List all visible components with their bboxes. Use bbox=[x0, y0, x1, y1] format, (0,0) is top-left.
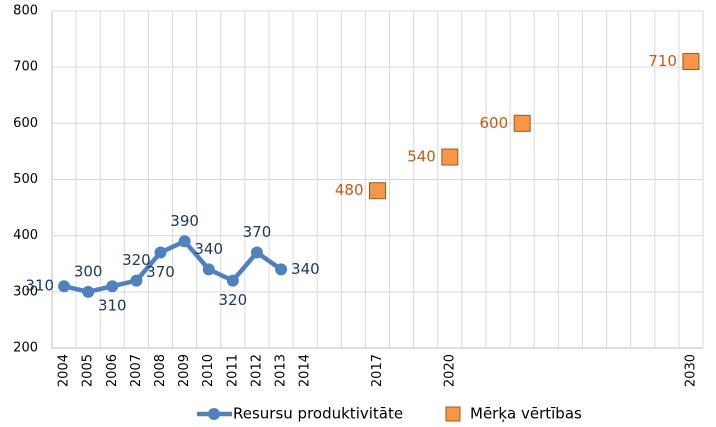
data-label: 390 bbox=[170, 212, 199, 230]
y-tick-label: 300 bbox=[13, 284, 38, 299]
data-label: 710 bbox=[648, 52, 677, 70]
y-tick-label: 200 bbox=[13, 341, 38, 356]
data-label: 340 bbox=[291, 260, 320, 278]
x-tick-label: 2014 bbox=[298, 354, 313, 387]
x-tick-label: 2009 bbox=[177, 354, 192, 387]
x-tick-label: 2017 bbox=[370, 354, 385, 387]
data-label: 540 bbox=[407, 148, 436, 166]
point bbox=[178, 235, 191, 248]
data-label: 310 bbox=[98, 297, 127, 315]
legend-label: Mērķa vērtības bbox=[470, 405, 582, 423]
point bbox=[250, 246, 263, 259]
x-tick-label: 2020 bbox=[442, 354, 457, 387]
x-tick-label: 2013 bbox=[274, 354, 289, 387]
point bbox=[682, 53, 700, 71]
x-tick-label: 2030 bbox=[683, 354, 698, 387]
point bbox=[82, 285, 95, 298]
y-tick-label: 600 bbox=[13, 116, 38, 131]
point bbox=[226, 274, 239, 287]
x-tick-label: 2005 bbox=[81, 354, 96, 387]
data-label: 310 bbox=[25, 277, 54, 295]
x-tick-label: 2012 bbox=[249, 354, 264, 387]
data-label: 600 bbox=[480, 114, 509, 132]
legend-label: Resursu produktivitāte bbox=[233, 405, 403, 423]
data-label: 320 bbox=[219, 291, 248, 309]
data-label: 300 bbox=[74, 262, 103, 280]
point bbox=[106, 280, 119, 293]
x-tick-label: 2008 bbox=[153, 354, 168, 387]
legend-marker bbox=[445, 406, 461, 422]
y-tick-label: 800 bbox=[13, 4, 38, 19]
point bbox=[130, 274, 143, 287]
y-tick-label: 700 bbox=[13, 60, 38, 75]
x-tick-label: 2011 bbox=[225, 354, 240, 387]
y-tick-label: 400 bbox=[13, 228, 38, 243]
point bbox=[441, 148, 459, 166]
x-tick-label: 2010 bbox=[201, 354, 216, 387]
point bbox=[369, 182, 386, 200]
data-label: 340 bbox=[194, 240, 223, 258]
x-tick-label: 2004 bbox=[57, 354, 72, 387]
data-label: 370 bbox=[243, 223, 272, 241]
y-tick-label: 500 bbox=[13, 172, 38, 187]
legend-marker bbox=[208, 408, 220, 420]
point bbox=[513, 114, 531, 132]
point bbox=[202, 263, 215, 276]
data-label: 320 bbox=[122, 251, 151, 269]
x-tick-label: 2007 bbox=[129, 354, 144, 387]
series-line bbox=[63, 239, 283, 295]
point bbox=[275, 263, 288, 276]
point bbox=[58, 280, 71, 293]
x-tick-label: 2006 bbox=[105, 354, 120, 387]
data-label: 370 bbox=[146, 263, 175, 281]
point bbox=[154, 246, 167, 259]
data-label: 480 bbox=[335, 181, 364, 199]
